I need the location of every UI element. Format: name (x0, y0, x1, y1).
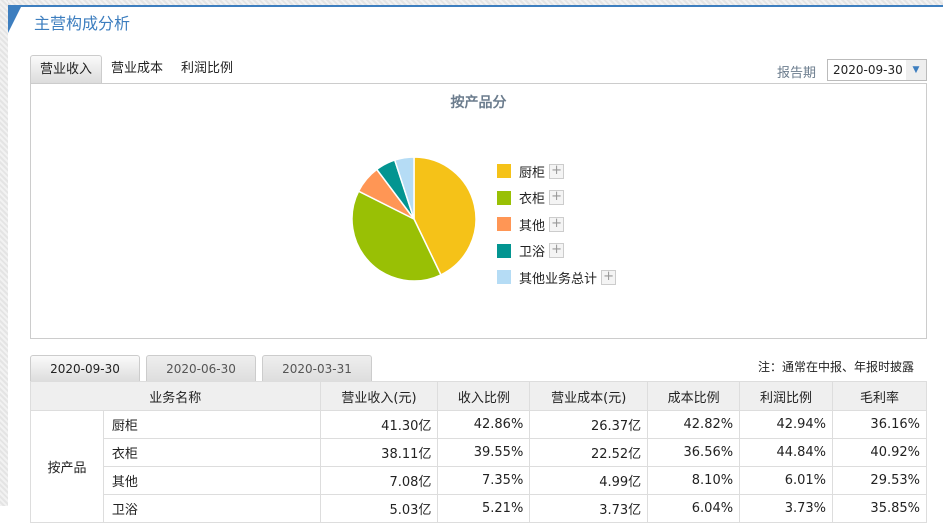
column-header: 成本比例 (647, 381, 741, 411)
title-corner-decoration (8, 5, 22, 33)
disclosure-note: 注：通常在中报、年报时披露 (758, 360, 915, 374)
legend-swatch (497, 217, 511, 232)
chart-legend: 厨柜 + 衣柜 + 其他 + 卫浴 + 其他业务总计 + (497, 158, 617, 291)
legend-item[interactable]: 其他 + (497, 211, 616, 238)
table-cell: 6.01% (739, 466, 834, 495)
table-cell: 44.84% (739, 438, 834, 467)
table-cell: 22.52亿 (529, 438, 649, 467)
date-tab[interactable]: 2020-09-30 (30, 355, 140, 382)
table-row: 卫浴 5.03亿 5.21% 3.73亿 6.04% 3.73% 35.85% (31, 494, 927, 523)
pie-slice-衣柜[interactable] (351, 190, 442, 282)
table-cell: 39.55% (437, 438, 531, 467)
table-cell: 35.85% (832, 494, 927, 523)
legend-label: 卫浴 (519, 245, 546, 261)
legend-swatch (497, 243, 511, 258)
legend-item[interactable]: 衣柜 + (497, 185, 616, 212)
expand-plus-icon[interactable]: + (549, 243, 565, 259)
table-cell: 3.73亿 (529, 494, 649, 523)
column-header: 业务名称 (30, 381, 321, 411)
table-row: 其他 7.08亿 7.35% 4.99亿 8.10% 6.01% 29.53% (31, 466, 927, 495)
tab-cost[interactable]: 营业成本 (111, 61, 164, 76)
report-period-value: 2020-09-30 (833, 63, 903, 77)
background-strip (0, 0, 943, 5)
legend-label: 衣柜 (519, 192, 546, 208)
legend-swatch (497, 270, 511, 285)
expand-plus-icon[interactable]: + (601, 269, 617, 285)
table-cell: 7.35% (437, 466, 531, 495)
table-cell: 41.30亿 (319, 410, 439, 439)
table-cell: 8.10% (647, 466, 741, 495)
expand-plus-icon[interactable]: + (549, 163, 565, 179)
table-row: 按产品 厨柜 41.30亿 42.86% 26.37亿 42.82% 42.94% 36.16… (30, 410, 927, 523)
chevron-down-icon[interactable]: ▼ (906, 60, 926, 80)
column-header: 毛利率 (832, 381, 927, 411)
tab-revenue[interactable]: 营业收入 (30, 55, 103, 83)
table-cell: 29.53% (832, 466, 927, 495)
table-cell: 40.92% (832, 438, 927, 467)
pie-slice-厨柜[interactable] (413, 156, 477, 276)
tab-profit-ratio[interactable]: 利润比例 (181, 61, 234, 76)
business-name: 衣柜 (102, 438, 321, 467)
report-period-label: 报告期 (777, 66, 817, 81)
table-cell: 42.82% (647, 410, 741, 439)
legend-item[interactable]: 厨柜 + (497, 158, 616, 185)
composition-table: 业务名称 营业收入(元) 收入比例 营业成本(元) 成本比例 利润比例 毛利率 … (30, 381, 927, 523)
table-row: 衣柜 38.11亿 39.55% 22.52亿 36.56% 44.84% 40.92% (31, 438, 927, 467)
column-header: 营业收入(元) (319, 381, 439, 411)
table-cell: 3.73% (739, 494, 834, 523)
pie-chart (351, 156, 477, 282)
section-title: 主营构成分析 (34, 14, 131, 33)
legend-label: 厨柜 (519, 165, 546, 181)
table-cell: 42.86% (437, 410, 531, 439)
table-cell: 36.56% (647, 438, 741, 467)
report-period-select[interactable]: 2020-09-30 ▼ (827, 59, 927, 81)
date-tabs: 2020-09-30 2020-06-30 2020-03-31 (30, 355, 372, 382)
business-name: 厨柜 (102, 410, 321, 439)
table-cell: 42.94% (739, 410, 834, 439)
expand-plus-icon[interactable]: + (549, 190, 565, 206)
table-cell: 36.16% (832, 410, 927, 439)
table-cell: 7.08亿 (319, 466, 439, 495)
chart-container: 按产品分 厨柜 + 衣柜 + 其他 + 卫浴 + 其他业务总计 + (30, 83, 927, 339)
table-cell: 26.37亿 (529, 410, 649, 439)
background-strip (0, 0, 8, 506)
table-cell: 6.04% (647, 494, 741, 523)
table-cell: 5.03亿 (319, 494, 439, 523)
group-label: 按产品 (30, 410, 104, 523)
business-name: 卫浴 (102, 494, 321, 523)
date-tab[interactable]: 2020-03-31 (262, 355, 372, 382)
legend-swatch (497, 190, 511, 205)
business-name: 其他 (102, 466, 321, 495)
table-cell: 5.21% (437, 494, 531, 523)
column-header: 收入比例 (437, 381, 531, 411)
table-cell: 4.99亿 (529, 466, 649, 495)
metric-tabs: 营业收入 营业成本 利润比例 (30, 55, 242, 83)
date-tab[interactable]: 2020-06-30 (146, 355, 256, 382)
expand-plus-icon[interactable]: + (549, 216, 565, 232)
legend-item[interactable]: 卫浴 + (497, 238, 616, 265)
chart-title: 按产品分 (450, 95, 507, 111)
legend-item[interactable]: 其他业务总计 + (497, 264, 617, 291)
table-header-row: 业务名称 营业收入(元) 收入比例 营业成本(元) 成本比例 利润比例 毛利率 (30, 381, 927, 411)
pie-slice-其他业务总计[interactable] (393, 156, 415, 220)
table-cell: 38.11亿 (319, 438, 439, 467)
column-header: 利润比例 (739, 381, 834, 411)
legend-label: 其他 (519, 218, 546, 234)
legend-swatch (497, 164, 511, 179)
legend-label: 其他业务总计 (519, 271, 598, 287)
column-header: 营业成本(元) (529, 381, 649, 411)
